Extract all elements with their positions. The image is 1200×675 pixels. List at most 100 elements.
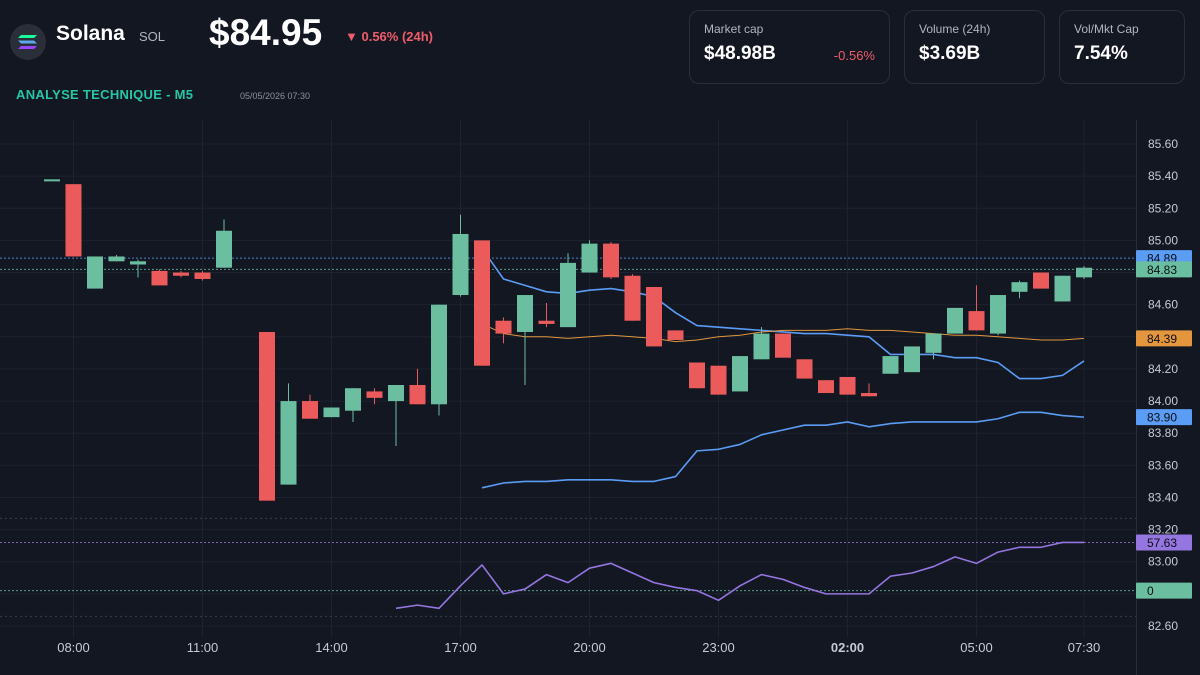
vol-mkt-cap-label: Vol/Mkt Cap (1074, 22, 1139, 36)
time-tick-label: 05:00 (960, 640, 993, 655)
candle-body (796, 359, 813, 379)
price-tick-label: 85.20 (1148, 201, 1178, 215)
candle-body (968, 311, 985, 331)
analysis-title: ANALYSE TECHNIQUE - M5 (16, 87, 194, 102)
price-tag-label: 84.83 (1147, 263, 1177, 277)
candle-body (452, 233, 469, 296)
price-tick-label: 85.60 (1148, 137, 1178, 151)
candle-body (194, 272, 211, 279)
price-tag-label: 83.90 (1147, 411, 1177, 425)
candle-body (302, 401, 318, 419)
candle-body (345, 388, 361, 411)
candle-body (646, 286, 662, 347)
time-tick-label: 07:30 (1068, 640, 1101, 655)
time-tick-label: 11:00 (187, 640, 219, 655)
price-tick-label: 84.60 (1148, 298, 1178, 312)
candle-body (818, 380, 834, 394)
candle-body (173, 272, 189, 276)
analysis-date: 05/05/2026 07:30 (240, 91, 311, 101)
market-cap-value: $48.98B (704, 43, 776, 64)
candle-body (538, 320, 555, 324)
vol-mkt-cap-card: Vol/Mkt Cap 7.54% (1059, 10, 1185, 84)
price-tick-label: 84.00 (1148, 394, 1178, 408)
candle-body (710, 365, 727, 395)
candle-body (990, 295, 1006, 334)
candle-body (1076, 267, 1092, 278)
time-tick-label: 23:00 (702, 640, 735, 655)
time-tick-label: 02:00 (831, 640, 864, 655)
coin-symbol: SOL (139, 29, 166, 44)
middle-band-line (481, 323, 1085, 343)
candle-body (216, 230, 232, 268)
candle-body (667, 330, 684, 341)
candle-body (323, 407, 340, 418)
candle-body (517, 295, 533, 332)
time-tick-label: 14:00 (315, 640, 348, 655)
price-tick-label: 83.40 (1148, 490, 1178, 504)
candle-body (882, 356, 899, 374)
volume-label: Volume (24h) (919, 22, 991, 36)
candle-body (1054, 275, 1071, 302)
candle-body (861, 393, 877, 397)
market-cap-label: Market cap (704, 22, 764, 36)
candle-body (1011, 282, 1028, 292)
price-tag-label: 57.63 (1147, 536, 1177, 550)
price-change-24h: ▼ 0.56% (24h) (345, 29, 434, 44)
chart-grid (0, 120, 1137, 675)
price-axis: 85.6085.4085.2085.0084.8084.6084.4084.20… (1148, 137, 1178, 633)
candle-body (474, 240, 490, 366)
time-tick-label: 17:00 (444, 640, 477, 655)
price-tag-label: 84.39 (1147, 332, 1177, 346)
candle-body (925, 333, 942, 353)
solana-logo-icon (10, 24, 46, 60)
volume-card: Volume (24h) $3.69B (904, 10, 1045, 84)
candle-body (366, 391, 383, 398)
time-tick-label: 20:00 (573, 640, 606, 655)
price-tick-label: 84.20 (1148, 362, 1178, 376)
candle-body (839, 376, 856, 395)
volume-value: $3.69B (919, 43, 981, 64)
candle-body (87, 256, 103, 289)
candle-body (732, 356, 748, 392)
candle-body (388, 385, 404, 402)
candle-body (603, 243, 619, 278)
time-axis: 08:00 11:00 14:00 17:00 20:00 23:00 02:00 05:00… (57, 640, 1100, 655)
upper-band-line (481, 247, 1085, 380)
candle-body (44, 179, 60, 182)
candle-body (65, 184, 82, 257)
candle-body (753, 333, 770, 360)
candle-body (947, 307, 963, 334)
lower-band-line (481, 411, 1085, 489)
coin-name: Solana (56, 22, 125, 45)
candle-body (904, 346, 920, 373)
rsi-indicator (395, 541, 1084, 610)
candle-body (495, 320, 512, 334)
price-tick-label: 83.20 (1148, 523, 1178, 537)
candle-body (560, 262, 576, 328)
price-tick-label: 82.60 (1148, 619, 1178, 633)
price-tag (1136, 261, 1192, 278)
price-tick-label: 83.60 (1148, 458, 1178, 472)
market-cap-card: Market cap $48.98B -0.56% (689, 10, 890, 84)
candle-body (108, 256, 125, 262)
price-tag-label: 0 (1147, 584, 1154, 598)
candle-body (581, 243, 598, 273)
market-cap-change: -0.56% (833, 48, 875, 63)
candle-body (1033, 272, 1049, 289)
rsi-line (395, 541, 1084, 610)
price-tick-label: 85.00 (1148, 233, 1178, 247)
price-tick-label: 83.00 (1148, 555, 1178, 569)
candle-body (280, 401, 297, 485)
candle-body (259, 331, 275, 501)
vol-mkt-cap-value: 7.54% (1074, 43, 1128, 64)
current-price: $84.95 (209, 12, 323, 53)
candle-body (689, 362, 705, 389)
price-tag (1136, 582, 1192, 599)
price-tick-label: 83.80 (1148, 426, 1178, 440)
candle-body (130, 261, 146, 265)
price-tag (1136, 409, 1192, 426)
price-tag (1136, 330, 1192, 347)
header: Solana SOL $84.95 ▼ 0.56% (24h) ANALYSE … (0, 0, 1200, 120)
